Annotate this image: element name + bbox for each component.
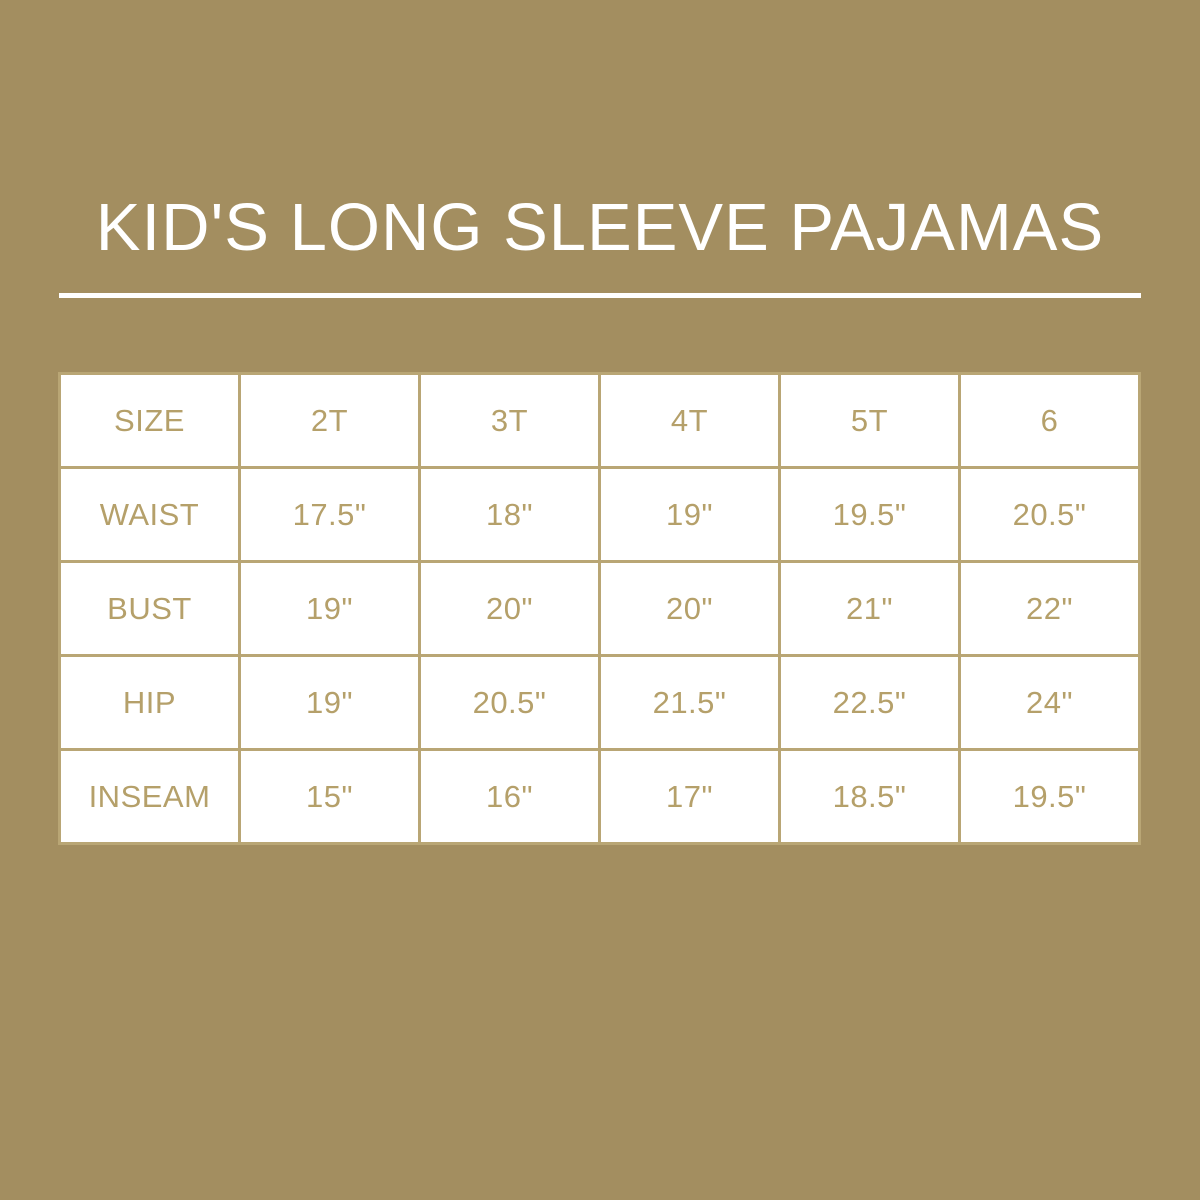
title-divider — [59, 293, 1141, 298]
measurement-cell: 18.5" — [778, 748, 961, 845]
measurement-cell: 18" — [418, 466, 601, 563]
size-header-cell: 2T — [238, 372, 421, 469]
row-header-cell: WAIST — [58, 466, 241, 563]
size-header-cell: 6 — [958, 372, 1141, 469]
measurement-cell: 20" — [418, 560, 601, 657]
page-title: KID'S LONG SLEEVE PAJAMAS — [95, 190, 1105, 265]
size-chart-table: SIZE 2T 3T 4T 5T 6 WAIST 17.5" 18" 19" 19.5" 20.5" B… — [58, 372, 1141, 845]
measurement-cell: 21" — [778, 560, 961, 657]
measurement-cell: 20.5" — [418, 654, 601, 751]
measurement-cell: 19" — [238, 560, 421, 657]
table-row: HIP 19" 20.5" 21.5" 22.5" 24" — [58, 654, 1141, 751]
measurement-cell: 19" — [238, 654, 421, 751]
measurement-cell: 15" — [238, 748, 421, 845]
measurement-cell: 19" — [598, 466, 781, 563]
size-header-cell: 4T — [598, 372, 781, 469]
measurement-cell: 22" — [958, 560, 1141, 657]
row-header-cell: SIZE — [58, 372, 241, 469]
size-header-cell: 5T — [778, 372, 961, 469]
measurement-cell: 19.5" — [778, 466, 961, 563]
measurement-cell: 24" — [958, 654, 1141, 751]
size-header-cell: 3T — [418, 372, 601, 469]
table-row: WAIST 17.5" 18" 19" 19.5" 20.5" — [58, 466, 1141, 563]
row-header-cell: INSEAM — [58, 748, 241, 845]
measurement-cell: 17.5" — [238, 466, 421, 563]
measurement-cell: 20.5" — [958, 466, 1141, 563]
measurement-cell: 22.5" — [778, 654, 961, 751]
row-header-cell: HIP — [58, 654, 241, 751]
measurement-cell: 21.5" — [598, 654, 781, 751]
table-row: BUST 19" 20" 20" 21" 22" — [58, 560, 1141, 657]
measurement-cell: 16" — [418, 748, 601, 845]
measurement-cell: 19.5" — [958, 748, 1141, 845]
measurement-cell: 17" — [598, 748, 781, 845]
table-row: SIZE 2T 3T 4T 5T 6 — [58, 372, 1141, 469]
table-row: INSEAM 15" 16" 17" 18.5" 19.5" — [58, 748, 1141, 845]
row-header-cell: BUST — [58, 560, 241, 657]
measurement-cell: 20" — [598, 560, 781, 657]
